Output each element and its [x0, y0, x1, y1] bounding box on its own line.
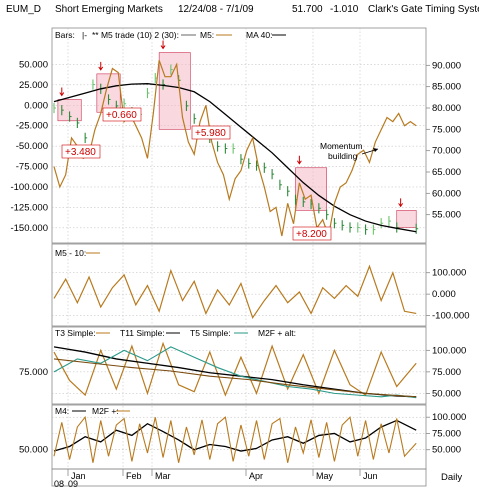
instrument-name: Short Emerging Markets [55, 4, 163, 15]
axis-ticks: Jan Feb Mar Apr May Jun 50.000 25.000 0.000 -25.0… [10, 59, 469, 481]
right-tick-label: 55.000 [432, 210, 461, 221]
right-tick-label: 60.000 [432, 188, 461, 199]
month-label: Jun [363, 471, 378, 481]
price-change: -1.010 [330, 4, 359, 15]
gain-label-4: +8.200 [296, 229, 327, 240]
t5-line [53, 346, 417, 399]
month-label: Mar [155, 471, 171, 481]
legend-m4: M4: [55, 406, 69, 416]
gain-box-1 [61, 144, 101, 159]
m2f-alt-line [53, 358, 417, 398]
gain-box-2 [102, 107, 142, 122]
gain-label-1: +3.480 [65, 147, 96, 158]
oscillator-panel-frame [51, 326, 427, 405]
right-tick-label: 75.000 [432, 124, 461, 135]
m5-10-line [53, 264, 417, 320]
entry-arrow-icon [98, 61, 104, 71]
entry-arrow-icon [160, 40, 166, 50]
panel-left-tick-label: 50.000 [19, 445, 48, 456]
left-tick-label: 25.000 [19, 80, 48, 91]
gain-box-3 [191, 125, 231, 140]
trade-window-box [158, 52, 191, 130]
panel-tick-label: 0.000 [432, 289, 456, 300]
entry-arrow-icon [398, 198, 404, 208]
right-tick-label: 70.000 [432, 146, 461, 157]
legend-t3: T3 Simple: [55, 328, 96, 338]
left-tick-label: -150.000 [10, 223, 48, 234]
left-tick-label: -25.000 [16, 121, 48, 132]
legend-t5: T5 Simple: [190, 328, 231, 338]
momentum-annotation-line2: building [328, 151, 358, 161]
m5-10-panel-frame [51, 243, 427, 327]
legend-m5-trade: ** M5 trade (10) 2 (30): [92, 30, 179, 40]
panel-tick-label: 100.000 [432, 412, 466, 423]
gain-label-2: +0.660 [106, 110, 137, 121]
date-axis-frame [51, 468, 427, 487]
month-label: Feb [126, 471, 142, 481]
momentum-arrow-head-icon [373, 148, 378, 152]
t3-line [53, 341, 417, 397]
month-label: May [316, 471, 334, 481]
left-tick-label: -125.000 [10, 202, 48, 213]
symbol-label: EUM_D [6, 4, 41, 15]
legend-m2f: M2F +: [92, 406, 119, 416]
legend-t11: T11 Simple: [120, 328, 165, 338]
system-name: Clark's Gate Timing System © [368, 4, 479, 15]
entry-arrow-icon [59, 87, 65, 97]
ma40-line [53, 83, 417, 233]
m2f-line [53, 415, 417, 463]
legend-bars: Bars: [55, 30, 75, 40]
legend-m5: M5: [200, 30, 214, 40]
panel-tick-label: 75.000 [432, 428, 461, 439]
month-label: Jan [71, 471, 86, 481]
entry-arrow-icon [296, 155, 302, 165]
year-label-08: 08 [54, 479, 64, 489]
price-panel-frame [51, 27, 427, 244]
panel-tick-label: 100.000 [432, 345, 466, 356]
panel-tick-label: 75.000 [432, 367, 461, 378]
right-tick-label: 65.000 [432, 167, 461, 178]
bars-marker-icon: |- [82, 30, 87, 40]
right-tick-label: 90.000 [432, 60, 461, 71]
series-layer [53, 60, 419, 463]
trade-boxes [57, 40, 417, 228]
daily-label: Daily [441, 472, 462, 483]
last-price: 51.700 [292, 4, 323, 15]
date-range: 12/24/08 - 7/1/09 [178, 4, 254, 15]
left-tick-label: -75.000 [16, 162, 48, 173]
panel-tick-label: 100.000 [432, 268, 466, 279]
left-tick-label: 0.000 [24, 100, 48, 111]
right-tick-label: 85.000 [432, 82, 461, 93]
legend-ma40: MA 40: [246, 30, 272, 40]
gain-box-4 [292, 226, 332, 241]
gain-label-3: +5.980 [195, 128, 226, 139]
left-tick-label: -50.000 [16, 141, 48, 152]
panel-tick-label: 50.000 [432, 388, 461, 399]
right-tick-label: 80.000 [432, 103, 461, 114]
panel-left-tick-label: 75.000 [19, 367, 48, 378]
left-tick-label: 50.000 [19, 59, 48, 70]
m4-line [53, 419, 417, 452]
panel-tick-label: 50.000 [432, 445, 461, 456]
trade-window-box [396, 210, 417, 228]
momentum-annotation-line1: Momentum [320, 141, 363, 151]
month-label: Apr [249, 471, 263, 481]
panel-tick-label: -100.000 [432, 311, 470, 322]
year-label-09: 09 [68, 479, 78, 489]
m5-line [53, 60, 417, 239]
legend-m5-10: M5 - 10: [55, 248, 86, 258]
legend-m2f-alt: M2F + alt: [258, 328, 296, 338]
left-tick-label: -100.000 [10, 182, 48, 193]
